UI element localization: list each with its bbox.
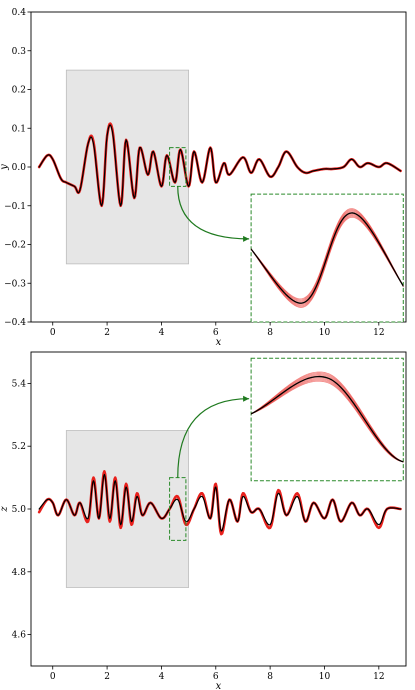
p1-xtick-label: 6: [213, 328, 219, 338]
p1-inset-series: [251, 208, 404, 308]
p1-shaded-region: [65, 69, 190, 265]
p1-xtick-label: 10: [319, 328, 331, 338]
p2-inset-reference-line: [251, 375, 404, 463]
p2-ylabel: z: [0, 506, 10, 513]
p2-ytick-label: 4.8: [12, 568, 27, 578]
p2-xtick-label: 8: [267, 672, 273, 682]
p1-ytick-label: 0.2: [12, 86, 26, 96]
p2-xtick-label: 6: [213, 672, 219, 682]
p1-xlabel: x: [216, 337, 222, 348]
p1-ylabel: y: [0, 164, 10, 171]
p1-ytick-label: 0.3: [12, 47, 27, 57]
p2-series-reference: [38, 473, 402, 532]
p1-ytick-label: −0.4: [4, 318, 26, 328]
p1-inset-ensemble-line: [251, 208, 404, 300]
p2-ytick-label: 4.6: [12, 631, 27, 641]
p2-xtick-label: 10: [319, 672, 331, 682]
p1-xtick-label: 8: [267, 328, 273, 338]
p1-ytick-label: 0.0: [12, 163, 27, 173]
p1-ytick-label: −0.1: [4, 202, 26, 212]
p2-xlabel: x: [216, 681, 222, 690]
p2-inset-ensemble-line: [251, 371, 404, 463]
p2-xtick-label: 12: [373, 672, 384, 682]
p1-ytick-label: 0.4: [12, 8, 27, 18]
p1-inset-reference-line: [251, 212, 404, 304]
p2-series-group: [37, 470, 402, 536]
p1-ytick-label: −0.2: [4, 241, 26, 251]
p2-xtick-label: 2: [104, 672, 110, 682]
p1-ytick-label: −0.3: [4, 279, 26, 289]
p2-xtick-label: 4: [159, 672, 165, 682]
p2-ytick-label: 5.2: [12, 442, 26, 452]
p1-xtick-label: 0: [50, 328, 56, 338]
p1-xtick-label: 4: [159, 328, 165, 338]
p1-series-group: [37, 122, 402, 208]
p1-panel: 0 2 4 6 8 10 12 −0.4 −0.3 −0.2 −0.1 0.0 0.1 0.2 0.3 0.4…: [0, 8, 407, 348]
p1-series-reference: [38, 124, 402, 207]
p1-zoom-arrow: [177, 186, 250, 242]
p2-xtick-label: 0: [50, 672, 56, 682]
p2-zoom-arrow: [177, 395, 250, 478]
p2-panel: 0 2 4 6 8 10 12 4.6 4.8 5.0 5.2 5.4 x z: [0, 351, 407, 690]
p2-ytick-label: 5.0: [12, 505, 27, 515]
p1-xtick-label: 12: [373, 328, 384, 338]
p1-ytick-label: 0.1: [12, 124, 26, 134]
p2-inset-series: [251, 371, 404, 463]
p2-ytick-label: 5.4: [12, 379, 27, 389]
p1-xtick-label: 2: [104, 328, 110, 338]
